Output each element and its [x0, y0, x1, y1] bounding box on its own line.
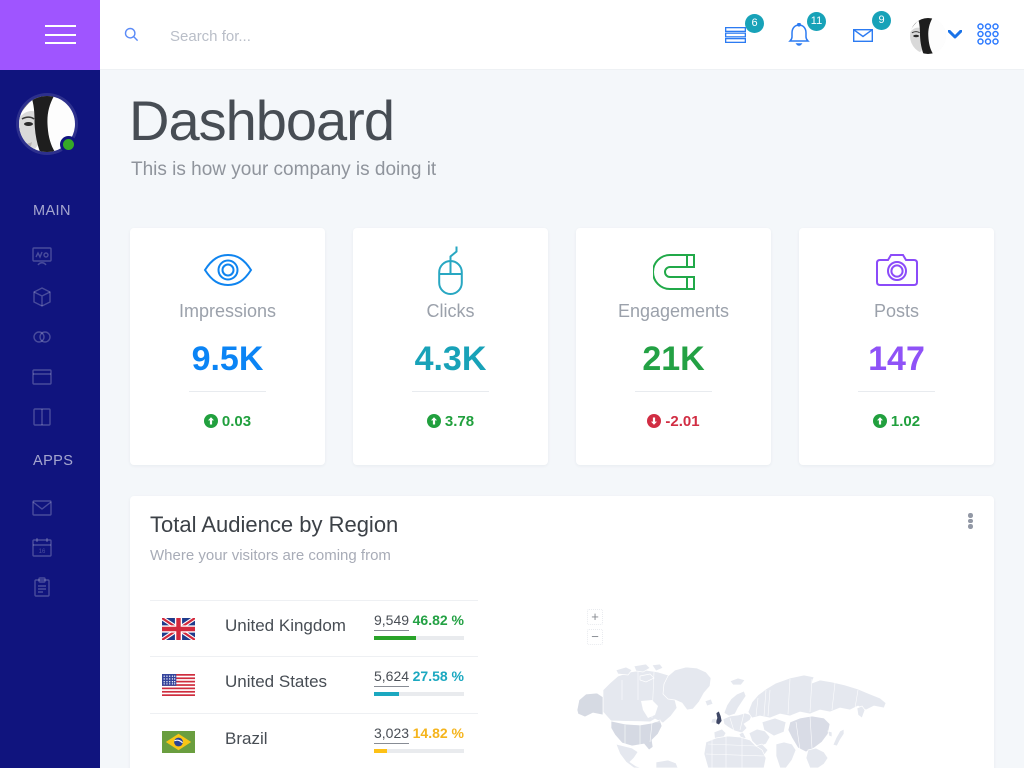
svg-text:16: 16	[39, 549, 46, 555]
